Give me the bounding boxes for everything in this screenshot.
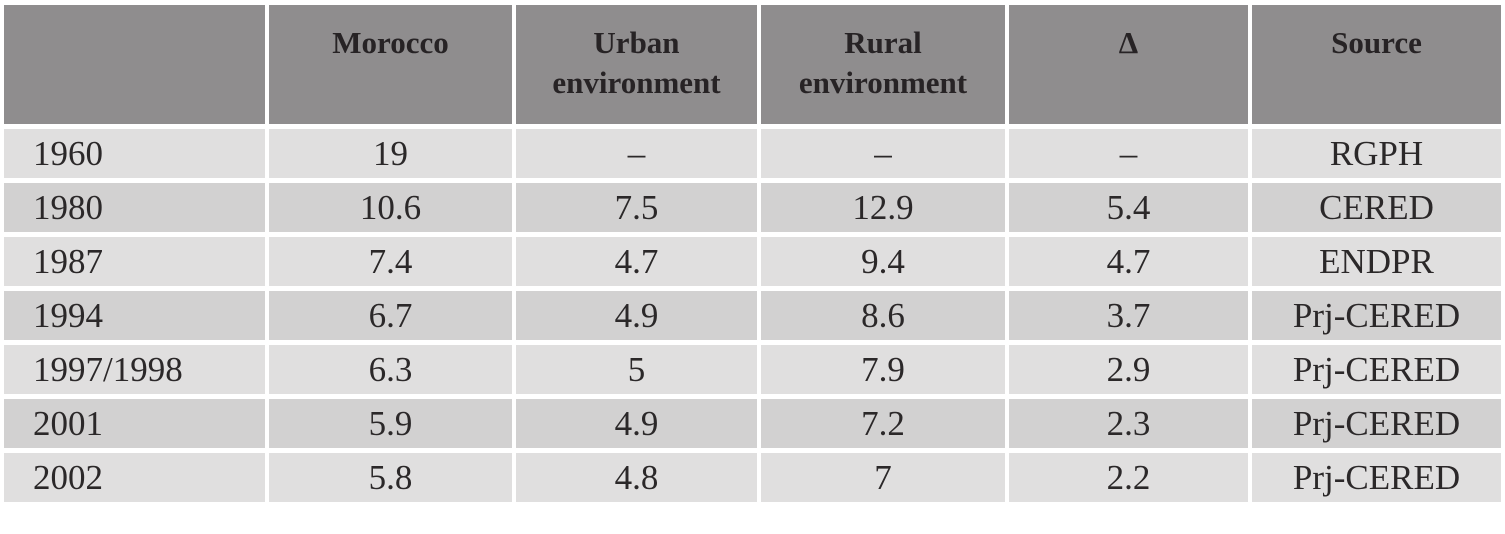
cell-source: Prj-CERED <box>1252 345 1501 394</box>
cell-source: Prj-CERED <box>1252 291 1501 340</box>
column-header-year <box>4 5 265 124</box>
cell-rural: – <box>761 129 1005 178</box>
cell-year: 2002 <box>4 453 265 502</box>
cell-delta: – <box>1009 129 1248 178</box>
cell-rural: 9.4 <box>761 237 1005 286</box>
cell-source: RGPH <box>1252 129 1501 178</box>
cell-year: 1960 <box>4 129 265 178</box>
cell-delta: 3.7 <box>1009 291 1248 340</box>
cell-delta: 2.9 <box>1009 345 1248 394</box>
cell-morocco: 6.3 <box>269 345 512 394</box>
cell-rural: 7 <box>761 453 1005 502</box>
cell-morocco: 7.4 <box>269 237 512 286</box>
cell-morocco: 19 <box>269 129 512 178</box>
column-header-morocco: Morocco <box>269 5 512 124</box>
cell-urban: 4.9 <box>516 399 757 448</box>
cell-urban: 4.7 <box>516 237 757 286</box>
header-row: Morocco Urban environment Rural environm… <box>4 5 1501 124</box>
column-header-urban-environment: Urban environment <box>516 5 757 124</box>
cell-rural: 8.6 <box>761 291 1005 340</box>
cell-source: Prj-CERED <box>1252 399 1501 448</box>
cell-delta: 4.7 <box>1009 237 1248 286</box>
table-row-1960: 1960 19 – – – RGPH <box>4 129 1501 178</box>
cell-year: 1997/1998 <box>4 345 265 394</box>
cell-urban: 7.5 <box>516 183 757 232</box>
table-row-1980: 1980 10.6 7.5 12.9 5.4 CERED <box>4 183 1501 232</box>
cell-morocco: 5.8 <box>269 453 512 502</box>
cell-delta: 2.3 <box>1009 399 1248 448</box>
cell-morocco: 6.7 <box>269 291 512 340</box>
cell-urban: 4.9 <box>516 291 757 340</box>
cell-source: CERED <box>1252 183 1501 232</box>
table-row-1997-1998: 1997/1998 6.3 5 7.9 2.9 Prj-CERED <box>4 345 1501 394</box>
cell-morocco: 5.9 <box>269 399 512 448</box>
cell-source: Prj-CERED <box>1252 453 1501 502</box>
column-header-delta: Δ <box>1009 5 1248 124</box>
cell-delta: 5.4 <box>1009 183 1248 232</box>
cell-year: 2001 <box>4 399 265 448</box>
cell-year: 1994 <box>4 291 265 340</box>
cell-urban: 5 <box>516 345 757 394</box>
cell-rural: 12.9 <box>761 183 1005 232</box>
table-row-2001: 2001 5.9 4.9 7.2 2.3 Prj-CERED <box>4 399 1501 448</box>
fertility-statistics-table: Morocco Urban environment Rural environm… <box>4 5 1501 502</box>
table-row-1987: 1987 7.4 4.7 9.4 4.7 ENDPR <box>4 237 1501 286</box>
table-header: Morocco Urban environment Rural environm… <box>4 5 1501 124</box>
cell-urban: 4.8 <box>516 453 757 502</box>
table-row-1994: 1994 6.7 4.9 8.6 3.7 Prj-CERED <box>4 291 1501 340</box>
cell-source: ENDPR <box>1252 237 1501 286</box>
cell-rural: 7.9 <box>761 345 1005 394</box>
cell-year: 1987 <box>4 237 265 286</box>
table-row-2002: 2002 5.8 4.8 7 2.2 Prj-CERED <box>4 453 1501 502</box>
column-header-source: Source <box>1252 5 1501 124</box>
cell-delta: 2.2 <box>1009 453 1248 502</box>
cell-urban: – <box>516 129 757 178</box>
cell-morocco: 10.6 <box>269 183 512 232</box>
column-header-rural-environment: Rural environment <box>761 5 1005 124</box>
table-body: 1960 19 – – – RGPH 1980 10.6 7.5 12.9 5.… <box>4 129 1501 502</box>
cell-rural: 7.2 <box>761 399 1005 448</box>
cell-year: 1980 <box>4 183 265 232</box>
